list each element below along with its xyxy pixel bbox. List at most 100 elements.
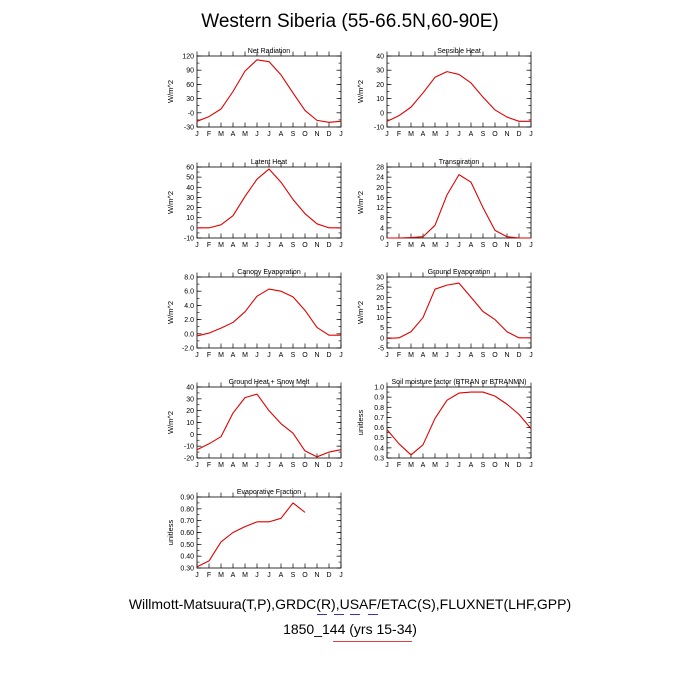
y-tick-label: 0.3 [374,456,384,463]
x-tick-label: J [445,242,449,249]
plot-frame [196,55,342,128]
x-tick-label: M [218,462,224,469]
y-tick-label: 0.80 [180,506,194,513]
y-tick-label: -0 [188,110,194,117]
y-tick-label: -10 [374,125,384,132]
x-tick-label: J [457,131,461,138]
y-tick-label: 30 [376,68,384,75]
x-tick-label: A [279,462,284,469]
x-tick-label: A [421,352,426,359]
x-tick-label: S [291,352,296,359]
x-tick-label: J [195,572,199,579]
y-tick-label: 6.0 [184,289,194,296]
y-tick-label: 12 [376,205,384,212]
x-tick-label: J [267,242,271,249]
plot-frame [386,166,532,239]
x-tick-label: J [445,131,449,138]
x-tick-label: J [255,242,259,249]
x-tick-label: O [302,572,308,579]
plot-frame [386,386,532,459]
y-tick-label: 8 [380,215,384,222]
x-tick-label: A [279,352,284,359]
x-tick-label: J [529,131,533,138]
x-tick-label: A [279,242,284,249]
y-tick-label: 0.9 [374,395,384,402]
x-tick-label: J [457,462,461,469]
x-tick-label: M [218,352,224,359]
x-tick-label: J [385,462,389,469]
x-tick-label: J [195,131,199,138]
x-tick-label: A [469,462,474,469]
plot-frame [196,276,342,349]
x-tick-label: F [397,352,401,359]
x-tick-label: D [326,352,331,359]
y-tick-label: 10 [376,315,384,322]
x-tick-label: M [408,242,414,249]
x-tick-label: D [326,131,331,138]
y-axis-label: W/m^2 [166,411,175,434]
x-tick-label: M [432,131,438,138]
y-tick-label: 0.90 [180,495,194,502]
y-tick-label: 30 [186,195,194,202]
y-tick-label: 20 [376,185,384,192]
x-tick-label: M [432,352,438,359]
y-tick-label: 10 [186,420,194,427]
x-tick-label: M [408,462,414,469]
x-tick-label: F [397,462,401,469]
x-tick-label: S [291,462,296,469]
y-tick-label: 120 [182,54,194,61]
y-tick-label: 50 [186,175,194,182]
x-tick-label: O [302,352,308,359]
x-tick-label: F [207,242,211,249]
y-axis-label: unitless [166,520,175,546]
x-tick-label: M [218,131,224,138]
y-axis-label: W/m^2 [356,191,365,214]
x-tick-label: J [267,462,271,469]
y-tick-label: 30 [376,275,384,282]
x-tick-label: S [481,242,486,249]
data-sources-caption: Willmott-Matsuura(T,P),GRDC(R),USAF/ETAC… [128,596,572,612]
x-tick-label: D [516,462,521,469]
y-tick-label: -5 [378,346,384,353]
x-tick-label: J [267,352,271,359]
x-tick-label: F [207,572,211,579]
x-tick-label: M [432,242,438,249]
x-tick-label: A [231,352,236,359]
x-tick-label: J [529,242,533,249]
y-tick-label: 2.0 [184,317,194,324]
y-tick-label: 0.50 [180,542,194,549]
x-tick-label: F [207,352,211,359]
x-tick-label: M [432,462,438,469]
y-tick-label: 10 [376,96,384,103]
x-tick-label: J [195,242,199,249]
x-tick-label: F [397,131,401,138]
x-tick-label: O [302,131,308,138]
y-tick-label: 20 [186,205,194,212]
x-tick-label: D [516,242,521,249]
plot-frame [386,276,532,349]
y-tick-label: -10 [184,444,194,451]
blue-underline-mark [350,614,360,615]
y-axis-label: unitless [356,410,365,436]
x-tick-label: M [242,462,248,469]
x-tick-label: S [481,131,486,138]
chart-panel: Evaporative Fraction0.300.400.500.600.70… [166,489,343,579]
x-tick-label: N [314,572,319,579]
x-tick-label: J [267,572,271,579]
x-tick-label: A [469,242,474,249]
y-tick-label: 16 [376,195,384,202]
x-tick-label: J [529,352,533,359]
x-tick-label: S [481,352,486,359]
y-tick-label: 20 [186,408,194,415]
x-tick-label: A [279,572,284,579]
x-tick-label: J [255,462,259,469]
x-tick-label: S [291,242,296,249]
y-tick-label: 60 [186,165,194,172]
x-tick-label: N [314,242,319,249]
x-tick-label: D [326,572,331,579]
x-tick-label: O [492,242,498,249]
